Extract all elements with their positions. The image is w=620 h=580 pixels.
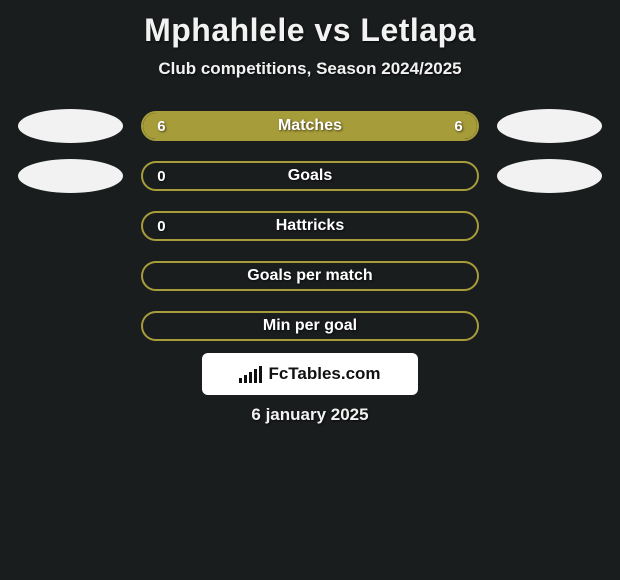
left-value: 6 [157,118,177,135]
stat-label: Min per goal [263,317,357,335]
bar-text-layer: 6 Matches 6 [143,113,477,139]
bar-text-layer: 0 Hattricks [143,213,477,239]
player-blob-left [18,109,123,143]
subtitle: Club competitions, Season 2024/2025 [0,59,620,109]
stat-label: Goals per match [247,267,372,285]
stat-row: Goals per match [0,259,620,293]
player-blob-right [497,109,602,143]
stat-label: Matches [278,117,342,135]
stat-row: 0 Hattricks [0,209,620,243]
stat-bar: 0 Hattricks [141,211,479,241]
stat-row: 6 Matches 6 [0,109,620,143]
stat-row: Min per goal [0,309,620,343]
left-value: 0 [157,218,177,235]
comparison-bars: 6 Matches 6 0 Goals 0 Hattricks Goals per match… [0,109,620,343]
brand-text: FcTables.com [268,364,380,384]
stat-bar: Goals per match [141,261,479,291]
page-title: Mphahlele vs Letlapa [0,0,620,59]
left-value: 0 [157,168,177,185]
date-text: 6 january 2025 [0,395,620,425]
stat-bar: 6 Matches 6 [141,111,479,141]
stat-row: 0 Goals [0,159,620,193]
right-value: 6 [443,118,463,135]
player-blob-right [497,159,602,193]
stat-bar: 0 Goals [141,161,479,191]
stat-bar: Min per goal [141,311,479,341]
bar-text-layer: Goals per match [143,263,477,289]
bar-text-layer: Min per goal [143,313,477,339]
bar-chart-icon [239,365,262,383]
brand-logo: FcTables.com [202,353,418,395]
bar-text-layer: 0 Goals [143,163,477,189]
stat-label: Hattricks [276,217,344,235]
player-blob-left [18,159,123,193]
stat-label: Goals [288,167,332,185]
